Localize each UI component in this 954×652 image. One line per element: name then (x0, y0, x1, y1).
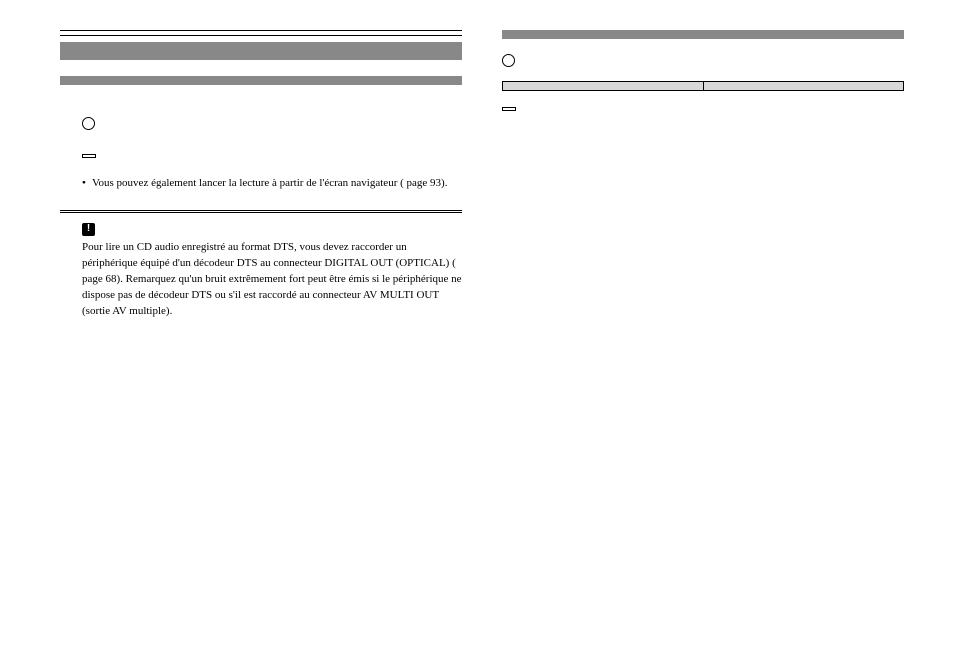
controls-table (502, 81, 904, 91)
step-number (60, 97, 74, 102)
remarks-list: Vous pouvez également lancer la lecture … (82, 176, 462, 192)
step-1 (60, 97, 462, 102)
step-number (60, 116, 74, 138)
cross-button-icon (82, 117, 95, 130)
attention-icon: ! (82, 223, 95, 236)
section-intro (502, 51, 904, 69)
remark-item: Vous pouvez également lancer la lecture … (82, 176, 462, 192)
section-subtitle (60, 76, 462, 85)
left-column: Vous pouvez également lancer la lecture … (60, 30, 462, 320)
cross-button-icon (502, 54, 515, 67)
page-footer (60, 622, 70, 634)
attention-text: Pour lire un CD audio enregistré au form… (82, 240, 462, 320)
remarks-label (82, 154, 96, 158)
table-header-icon (503, 82, 704, 91)
section-divider (60, 210, 462, 213)
section-tag (60, 30, 462, 36)
table-header-function (703, 82, 904, 91)
note-label (502, 107, 516, 111)
section-subtitle (502, 30, 904, 39)
step-heading (82, 116, 462, 133)
page-title (60, 42, 462, 60)
right-column (502, 30, 904, 320)
step-2 (60, 116, 462, 138)
